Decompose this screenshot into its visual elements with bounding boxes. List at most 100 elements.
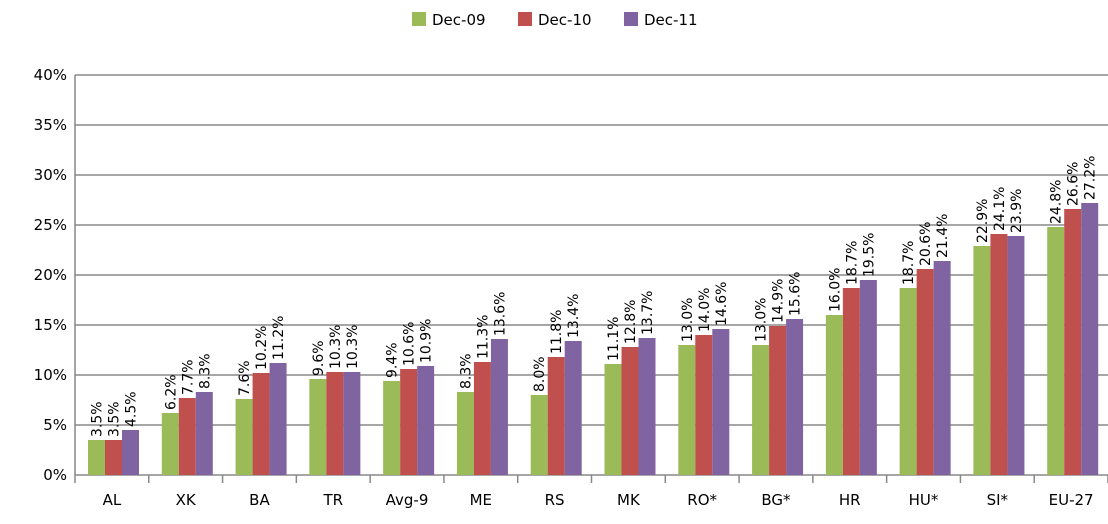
legend-swatch xyxy=(624,12,638,26)
x-tick-label: SI* xyxy=(987,491,1009,509)
bar xyxy=(825,315,843,475)
x-tick-label: MK xyxy=(617,491,641,509)
value-label: 11.8% xyxy=(549,310,565,354)
value-label: 13.0% xyxy=(754,298,770,342)
value-label: 3.5% xyxy=(90,401,106,437)
bar xyxy=(973,246,991,475)
bar xyxy=(122,430,139,475)
x-tick-label: BG* xyxy=(761,491,791,509)
x-tick-label: BA xyxy=(249,491,270,509)
value-label: 13.6% xyxy=(492,292,508,336)
x-tick-label: HU* xyxy=(909,491,939,509)
bar xyxy=(1007,236,1025,475)
value-label: 23.9% xyxy=(1009,189,1025,233)
value-label: 13.7% xyxy=(640,291,656,335)
bar xyxy=(88,440,105,475)
y-tick-label: 0% xyxy=(43,466,67,484)
bar xyxy=(1064,209,1082,475)
bar xyxy=(638,338,656,475)
value-label: 6.2% xyxy=(163,374,179,410)
bar xyxy=(326,372,344,475)
bar xyxy=(752,345,770,475)
bar xyxy=(161,413,179,475)
legend-swatch xyxy=(412,12,426,26)
y-tick-label: 15% xyxy=(34,316,67,334)
x-tick-label: HR xyxy=(839,491,861,509)
value-label: 18.7% xyxy=(844,241,860,285)
y-tick-label: 25% xyxy=(34,216,67,234)
value-label: 11.1% xyxy=(606,317,622,361)
value-label: 9.6% xyxy=(311,340,327,376)
bar xyxy=(383,381,401,475)
bar xyxy=(899,288,917,475)
value-label: 21.4% xyxy=(935,214,951,258)
bar xyxy=(933,261,951,475)
bar xyxy=(178,398,196,475)
value-label: 26.6% xyxy=(1066,162,1082,206)
bar xyxy=(621,347,639,475)
x-tick-label: RS xyxy=(545,491,565,509)
legend-label: Dec-11 xyxy=(644,11,698,29)
value-label: 14.0% xyxy=(697,288,713,332)
x-tick-label: EU-27 xyxy=(1049,491,1094,509)
y-tick-label: 5% xyxy=(43,416,67,434)
value-label: 10.2% xyxy=(254,326,270,370)
y-tick-label: 30% xyxy=(34,166,67,184)
bar xyxy=(252,373,270,475)
value-label: 11.3% xyxy=(475,315,491,359)
value-label: 24.8% xyxy=(1049,180,1065,224)
bar xyxy=(105,440,122,475)
bar xyxy=(343,372,361,475)
bar xyxy=(712,329,730,475)
bar xyxy=(1081,203,1099,475)
value-label: 10.9% xyxy=(419,319,435,363)
value-label: 8.3% xyxy=(197,353,213,389)
bar xyxy=(547,357,565,475)
bar xyxy=(1047,227,1065,475)
legend-label: Dec-10 xyxy=(538,11,592,29)
value-label: 7.6% xyxy=(237,360,253,396)
bar xyxy=(604,364,622,475)
bar xyxy=(695,335,713,475)
bar xyxy=(490,339,508,475)
value-label: 4.5% xyxy=(124,391,140,427)
bar xyxy=(769,326,787,475)
value-label: 8.0% xyxy=(532,356,548,392)
value-label: 18.7% xyxy=(901,241,917,285)
bar xyxy=(990,234,1008,475)
value-label: 12.8% xyxy=(623,300,639,344)
value-label: 10.3% xyxy=(345,325,361,369)
bar xyxy=(195,392,213,475)
value-label: 13.4% xyxy=(566,294,582,338)
value-label: 14.6% xyxy=(714,282,730,326)
bar xyxy=(417,366,435,475)
y-tick-label: 20% xyxy=(34,266,67,284)
y-tick-label: 40% xyxy=(34,66,67,84)
value-label: 27.2% xyxy=(1083,156,1099,200)
x-tick-label: XK xyxy=(176,491,197,509)
y-tick-label: 10% xyxy=(34,366,67,384)
y-tick-label: 35% xyxy=(34,116,67,134)
value-label: 14.9% xyxy=(771,279,787,323)
value-label: 11.2% xyxy=(271,316,287,360)
value-label: 8.3% xyxy=(458,353,474,389)
value-label: 24.1% xyxy=(992,187,1008,231)
x-tick-label: AL xyxy=(103,491,122,509)
value-label: 9.4% xyxy=(385,342,401,378)
bar xyxy=(309,379,327,475)
bar xyxy=(269,363,287,475)
value-label: 16.0% xyxy=(827,268,843,312)
bar xyxy=(916,269,934,475)
value-label: 10.6% xyxy=(402,322,418,366)
value-label: 15.6% xyxy=(788,272,804,316)
bar xyxy=(235,399,253,475)
x-tick-label: Avg-9 xyxy=(386,491,429,509)
bar xyxy=(564,341,582,475)
bar xyxy=(473,362,491,475)
value-label: 13.0% xyxy=(680,298,696,342)
value-label: 3.5% xyxy=(107,401,123,437)
value-label: 22.9% xyxy=(975,199,991,243)
bar xyxy=(530,395,548,475)
bar xyxy=(786,319,804,475)
